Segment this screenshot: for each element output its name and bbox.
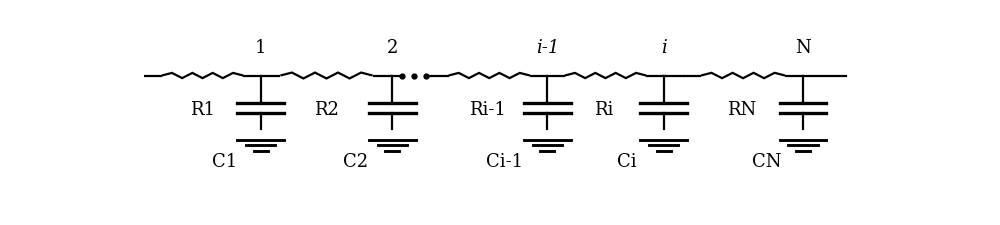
Text: 2: 2 bbox=[387, 39, 398, 57]
Text: N: N bbox=[795, 39, 811, 57]
Text: i-1: i-1 bbox=[536, 39, 559, 57]
Text: Ri-1: Ri-1 bbox=[469, 101, 506, 119]
Text: CN: CN bbox=[752, 153, 781, 171]
Text: Ci: Ci bbox=[617, 153, 637, 171]
Text: i: i bbox=[661, 39, 666, 57]
Text: Ci-1: Ci-1 bbox=[486, 153, 523, 171]
Text: C1: C1 bbox=[212, 153, 237, 171]
Text: Ri: Ri bbox=[594, 101, 614, 119]
Text: C2: C2 bbox=[343, 153, 369, 171]
Text: R2: R2 bbox=[314, 101, 339, 119]
Text: RN: RN bbox=[727, 101, 757, 119]
Text: R1: R1 bbox=[190, 101, 215, 119]
Text: 1: 1 bbox=[255, 39, 266, 57]
